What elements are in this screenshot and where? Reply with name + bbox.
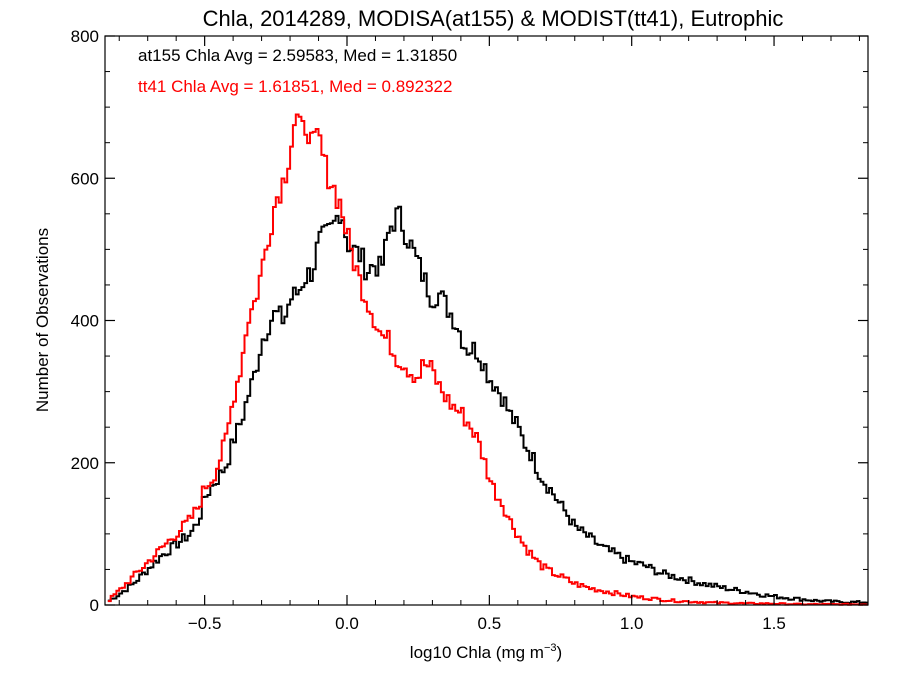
chart-title: Chla, 2014289, MODISA(at155) & MODIST(tt… — [203, 6, 784, 31]
annotation-0: at155 Chla Avg = 2.59583, Med = 1.31850 — [138, 46, 457, 65]
x-tick-label: 0.5 — [478, 614, 502, 633]
x-tick-label: 0.0 — [335, 614, 359, 633]
annotations: at155 Chla Avg = 2.59583, Med = 1.31850 t… — [138, 46, 457, 96]
x-tick-label: 1.5 — [762, 614, 786, 633]
x-axis-label: log10 Chla (mg m−3) — [410, 642, 562, 662]
y-tick-label: 400 — [71, 312, 99, 331]
annotation-1: tt41 Chla Avg = 1.61851, Med = 0.892322 — [138, 77, 452, 96]
series-line-0 — [107, 205, 868, 604]
y-tick-label: 600 — [71, 169, 99, 188]
y-tick-label: 200 — [71, 454, 99, 473]
plot-frame — [104, 35, 869, 606]
series-line-1 — [107, 113, 868, 606]
y-tick-label: 800 — [71, 27, 99, 46]
series-layer — [107, 113, 868, 606]
x-tick-label: −0.5 — [188, 614, 222, 633]
y-axis: 0 200 400 600 800 — [71, 27, 868, 615]
y-tick-label: 0 — [90, 596, 99, 615]
x-axis: −0.5 0.0 0.5 1.0 1.5 — [118, 36, 860, 633]
y-axis-label: Number of Observations — [33, 228, 52, 412]
x-axis-label-close: ) — [557, 643, 563, 662]
x-tick-label: 1.0 — [620, 614, 644, 633]
x-axis-label-superscript: −3 — [544, 642, 557, 654]
x-axis-label-main: log10 Chla (mg m — [410, 643, 544, 662]
